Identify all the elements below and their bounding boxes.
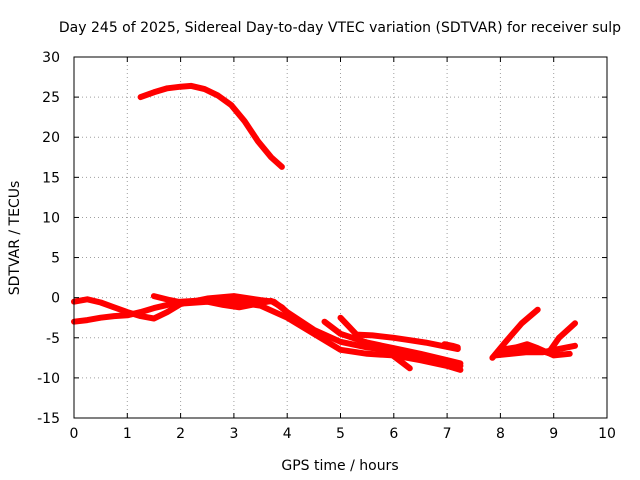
series-track-5 bbox=[321, 318, 464, 367]
series-track-4 bbox=[150, 293, 296, 321]
y-axis-label: SDTVAR / TECUs bbox=[7, 181, 23, 296]
x-tick-label: 9 bbox=[549, 426, 558, 442]
x-axis-label: GPS time / hours bbox=[281, 458, 398, 474]
x-tick-label: 6 bbox=[389, 426, 398, 442]
x-tick-label: 10 bbox=[598, 426, 616, 442]
series-track-10 bbox=[492, 342, 578, 359]
x-tick-label: 5 bbox=[336, 426, 345, 442]
series-track-1 bbox=[137, 82, 285, 170]
y-tick-label: 5 bbox=[51, 251, 60, 267]
y-tick-label: 10 bbox=[42, 210, 60, 226]
x-tick-label: 4 bbox=[283, 426, 292, 442]
x-tick-label: 2 bbox=[176, 426, 185, 442]
y-tick-label: 15 bbox=[42, 170, 60, 186]
series-track-12 bbox=[497, 341, 573, 359]
x-tick-label: 0 bbox=[70, 426, 79, 442]
series-layer bbox=[71, 82, 578, 373]
y-tick-label: -15 bbox=[37, 411, 60, 427]
series-track-8 bbox=[441, 341, 461, 351]
y-tick-label: -5 bbox=[46, 331, 60, 347]
y-tick-label: 0 bbox=[51, 291, 60, 307]
x-tick-label: 3 bbox=[229, 426, 238, 442]
y-tick-label: 30 bbox=[42, 50, 60, 66]
y-axis-ticks: -15 -10 -5 0 5 10 15 20 25 30 bbox=[37, 50, 607, 427]
grid-lines bbox=[74, 57, 607, 418]
series-track-6 bbox=[337, 314, 461, 352]
y-tick-label: -10 bbox=[37, 371, 60, 387]
series-track-7 bbox=[369, 342, 413, 372]
chart-title: Day 245 of 2025, Sidereal Day-to-day VTE… bbox=[59, 20, 621, 36]
x-axis-ticks: 0 1 2 3 4 5 6 7 8 9 10 bbox=[70, 57, 616, 442]
x-tick-label: 8 bbox=[496, 426, 505, 442]
x-tick-label: 1 bbox=[123, 426, 132, 442]
x-tick-label: 7 bbox=[443, 426, 452, 442]
y-tick-label: 25 bbox=[42, 90, 60, 106]
y-tick-label: 20 bbox=[42, 130, 60, 146]
